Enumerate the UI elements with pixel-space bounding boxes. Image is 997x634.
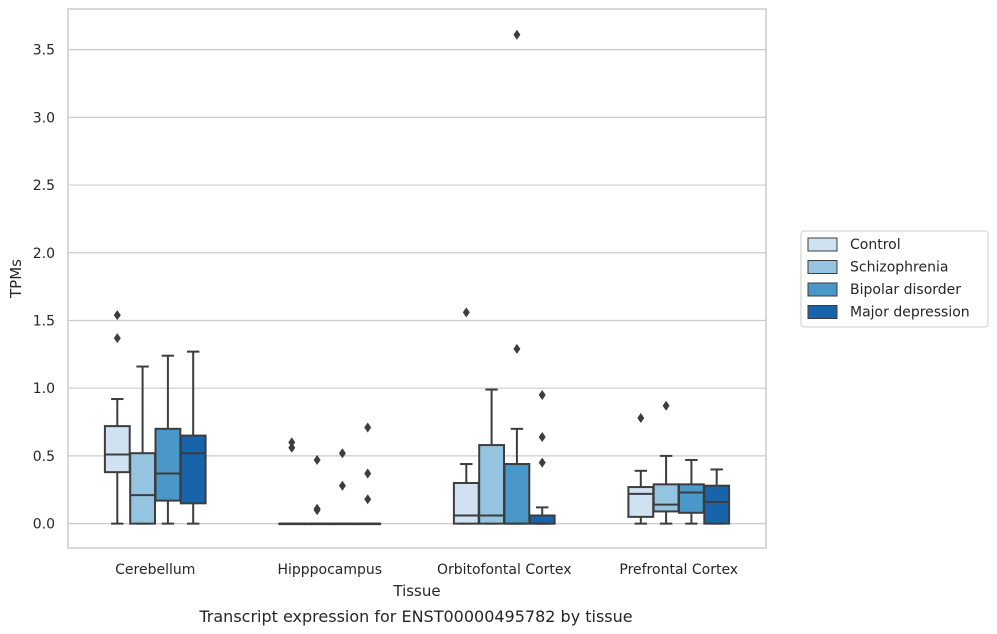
box-iqr <box>678 483 705 514</box>
box <box>103 310 131 525</box>
outlier-point <box>513 29 521 40</box>
outlier-point <box>662 400 670 411</box>
legend: Control Schizophrenia Bipolar disorder Majo… <box>800 230 989 328</box>
box <box>154 354 182 525</box>
y-tick-label: 2.0 <box>33 246 55 262</box>
y-tick-labels: 0.0 0.5 1.0 1.5 2.0 2.5 3.0 3.5 <box>33 43 55 533</box>
box-iqr <box>627 486 655 518</box>
y-tick-label: 3.0 <box>33 110 55 126</box>
box-iqr <box>129 452 156 525</box>
box-iqr <box>179 434 207 505</box>
outlier-point <box>364 494 372 505</box>
box <box>354 422 382 526</box>
legend-frame <box>800 230 989 328</box>
y-axis-label: TPMs <box>7 259 25 299</box>
box <box>478 388 505 525</box>
outlier-point <box>113 333 121 344</box>
box <box>329 448 356 526</box>
legend-label: Bipolar disorder <box>850 282 961 298</box>
legend-swatch <box>807 260 838 274</box>
legend-swatch <box>807 237 838 252</box>
box <box>703 468 731 525</box>
box-iqr <box>528 514 556 525</box>
box-iqr <box>478 444 505 525</box>
x-tick-label: Cerebellum <box>115 562 195 578</box>
box <box>129 365 156 525</box>
y-tick-label: 0.0 <box>33 517 55 533</box>
outlier-point <box>538 431 546 442</box>
x-tick-label: Hipppocampus <box>277 562 382 578</box>
legend-swatch <box>807 282 838 297</box>
outlier-point <box>313 454 321 465</box>
outlier-point <box>313 503 321 514</box>
outlier-point <box>113 310 121 321</box>
box-series <box>103 29 731 526</box>
outlier-point <box>364 468 372 479</box>
box <box>452 307 480 525</box>
legend-label: Control <box>850 237 901 253</box>
box-iqr <box>452 481 480 525</box>
x-tick-label: Orbitofontal Cortex <box>437 562 572 578</box>
series-bipolar-disorder <box>154 29 705 526</box>
y-tick-label: 0.5 <box>33 449 55 465</box>
outlier-point <box>462 307 470 318</box>
box-iqr <box>703 484 731 525</box>
box <box>678 458 705 525</box>
box-iqr <box>103 425 131 474</box>
box <box>627 412 655 525</box>
series-control <box>103 307 655 526</box>
outlier-point <box>538 457 546 468</box>
legend-label: Schizophrenia <box>850 260 948 276</box>
chart-caption: Transcript expression for ENST0000049578… <box>198 607 632 626</box>
outlier-point <box>538 389 546 400</box>
series-major-depression <box>179 350 731 526</box>
outlier-point <box>288 442 296 453</box>
series-schizophrenia <box>129 365 680 526</box>
box-iqr <box>503 463 531 525</box>
y-tick-label: 1.5 <box>33 313 55 329</box>
x-tick-label: Prefrontal Cortex <box>619 562 738 578</box>
box <box>503 29 531 525</box>
legend-label: Major depression <box>850 305 970 321</box>
y-tick-label: 2.5 <box>33 178 55 194</box>
legend-swatch <box>807 305 838 319</box>
box <box>303 454 331 526</box>
x-axis-label: Tissue <box>392 582 440 600</box>
outlier-point <box>288 437 296 448</box>
outlier-point <box>338 480 346 491</box>
box <box>278 437 306 526</box>
box <box>528 389 556 525</box>
outlier-point <box>513 343 521 354</box>
y-tick-label: 1.0 <box>33 381 55 397</box>
box <box>179 350 207 525</box>
y-tick-label: 3.5 <box>33 43 55 59</box>
outlier-point <box>637 412 645 423</box>
plot-frame <box>67 8 767 549</box>
box-iqr <box>154 427 182 502</box>
box <box>652 400 680 525</box>
outlier-point <box>364 422 372 433</box>
outlier-point <box>338 448 346 459</box>
x-tick-labels: Cerebellum Hipppocampus Orbitofontal Corte… <box>115 562 738 578</box>
box-iqr <box>652 483 680 513</box>
